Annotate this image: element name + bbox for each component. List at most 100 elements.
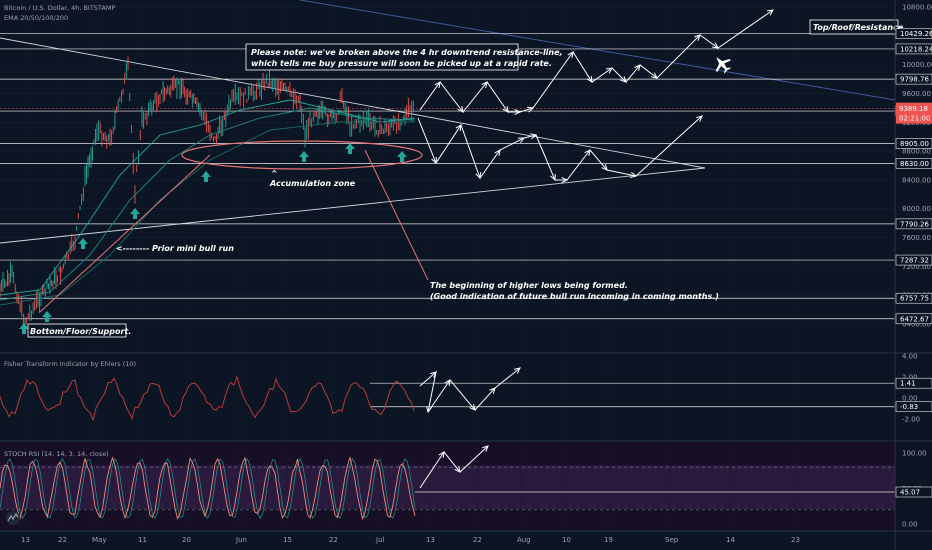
projection-arrow-head <box>457 106 464 113</box>
accumulation-zone-ellipse <box>181 140 423 170</box>
indicator-label: EMA 20/50/100/200 <box>4 14 68 22</box>
projection-arrow-head <box>561 176 569 184</box>
time-tick-label: 22 <box>329 536 338 544</box>
time-tick-label: 22 <box>58 536 67 544</box>
fisher-line <box>0 374 415 422</box>
level-label-box <box>895 313 932 325</box>
level-label: 10429.26 <box>900 30 932 38</box>
higher-lows-line-1: The beginning of higher lows being forme… <box>430 281 628 290</box>
accumulation-label: Accumulation zone <box>269 179 356 188</box>
level-label-box <box>895 254 932 266</box>
time-tick-label: Aug <box>517 536 531 544</box>
ema-line <box>0 99 416 296</box>
projection-arrow-head <box>514 367 521 374</box>
stoch-band <box>0 465 895 509</box>
projection-arrows <box>417 9 774 489</box>
fisher-level-label: -0.83 <box>900 403 918 411</box>
time-tick-label: 11 <box>138 536 147 544</box>
projection-arrow-head <box>605 67 613 74</box>
projection-arrow-head <box>620 76 627 83</box>
projection-arrow-head <box>426 406 433 414</box>
oscillators <box>0 374 895 521</box>
fisher-level-box <box>895 377 932 389</box>
projection-arrow-head <box>712 42 719 49</box>
level-label-box <box>895 43 932 55</box>
fisher-level-box <box>895 401 932 413</box>
stoch-value-label: 45.07 <box>900 489 920 497</box>
higher-low-marker <box>345 143 355 154</box>
upper-projection-path <box>419 9 774 113</box>
projection-arrow-head <box>434 81 441 88</box>
projection-arrow-head <box>444 379 451 387</box>
level-label: 7790.26 <box>900 220 929 228</box>
projection-arrow-head <box>586 75 593 83</box>
price-tick-label: 6400.00 <box>902 321 931 329</box>
time-tick-label: 20 <box>182 536 191 544</box>
projection-arrow-head <box>489 387 496 394</box>
higher-low-marker <box>397 151 407 162</box>
time-tick-label: May <box>92 536 106 544</box>
bottom-label: Bottom/Floor/Support. <box>30 327 131 336</box>
ema-line <box>0 107 416 301</box>
bottom-box <box>27 323 127 338</box>
price-levels <box>0 33 895 320</box>
level-label: 6472.67 <box>900 315 929 323</box>
price-tick-label: 10800.00 <box>902 4 932 12</box>
level-label-box <box>895 28 932 40</box>
fisher-tick-label: 4.00 <box>902 353 918 361</box>
stoch-label: STOCH RSI (14, 14, 3, 14, close) <box>4 450 109 458</box>
level-label-box <box>895 292 932 304</box>
price-tick-label: 10000.00 <box>902 61 932 69</box>
top-label: Top/Roof/Resistance. <box>813 23 906 32</box>
higher-low-markers <box>19 143 407 334</box>
tradingview-logo-icon <box>6 511 20 525</box>
projection-arrow-head <box>455 124 462 132</box>
time-tick-label: 13 <box>21 536 30 544</box>
level-label-box <box>895 218 932 230</box>
uptrend-support-line <box>0 167 706 244</box>
projection-arrow-head <box>651 72 658 79</box>
projection-arrow-head <box>482 445 489 452</box>
projection-arrow-head <box>601 164 608 171</box>
time-tick-label: 19 <box>604 536 613 544</box>
note-box <box>245 43 519 71</box>
time-tick-label: Sep <box>665 536 679 544</box>
countdown-label: 02:21:00 <box>899 115 930 123</box>
top-box <box>809 19 899 35</box>
macro-resistance-line <box>299 0 896 101</box>
price-axis: 10800.0010400.0010000.009600.009200.0088… <box>895 4 932 529</box>
higher-low-marker <box>130 208 140 219</box>
price-tick-label: 7200.00 <box>902 263 931 271</box>
higher-low-marker <box>42 311 52 322</box>
time-tick-label: Jul <box>375 536 385 544</box>
projection-arrow-head <box>481 81 488 88</box>
price-tick-label: 8400.00 <box>902 176 931 184</box>
time-tick-label: 13 <box>426 536 435 544</box>
higher-lows-line-2: (Good indication of future bull run inco… <box>430 292 719 301</box>
time-tick-label: 10 <box>562 536 571 544</box>
note-line-2: which tells me buy pressure will soon be… <box>251 59 552 68</box>
price-tick-label: 8800.00 <box>902 148 931 156</box>
higher-low-marker <box>299 151 309 162</box>
projection-arrow-head <box>584 149 591 156</box>
projection-arrow-head <box>494 149 501 156</box>
level-label: 8905.00 <box>900 140 929 148</box>
projection-arrow-head <box>517 137 526 144</box>
stoch-tick-label: 100.00 <box>902 450 927 458</box>
time-tick-label: 22 <box>473 536 482 544</box>
airplane-icon <box>715 57 731 74</box>
projection-arrow-head <box>766 9 774 16</box>
projection-arrow-head <box>430 371 437 378</box>
higher-lows-pointer <box>364 149 429 281</box>
time-tick-label: Jun <box>235 536 247 544</box>
chart-title: Bitcoin / U.S. Dollar, 4h, BITSTAMP <box>4 4 115 12</box>
price-candles <box>0 56 414 329</box>
level-label: 8630.00 <box>900 160 929 168</box>
projection-arrow-head <box>694 34 701 41</box>
ema-line <box>0 121 415 306</box>
prior-run-label: <-------- Prior mini bull run <box>116 244 234 253</box>
stoch-projection-path <box>419 445 489 489</box>
level-label: 9798.76 <box>900 76 929 84</box>
fisher-label: Fisher Transform Indicator by Ehlers (10… <box>4 360 136 368</box>
